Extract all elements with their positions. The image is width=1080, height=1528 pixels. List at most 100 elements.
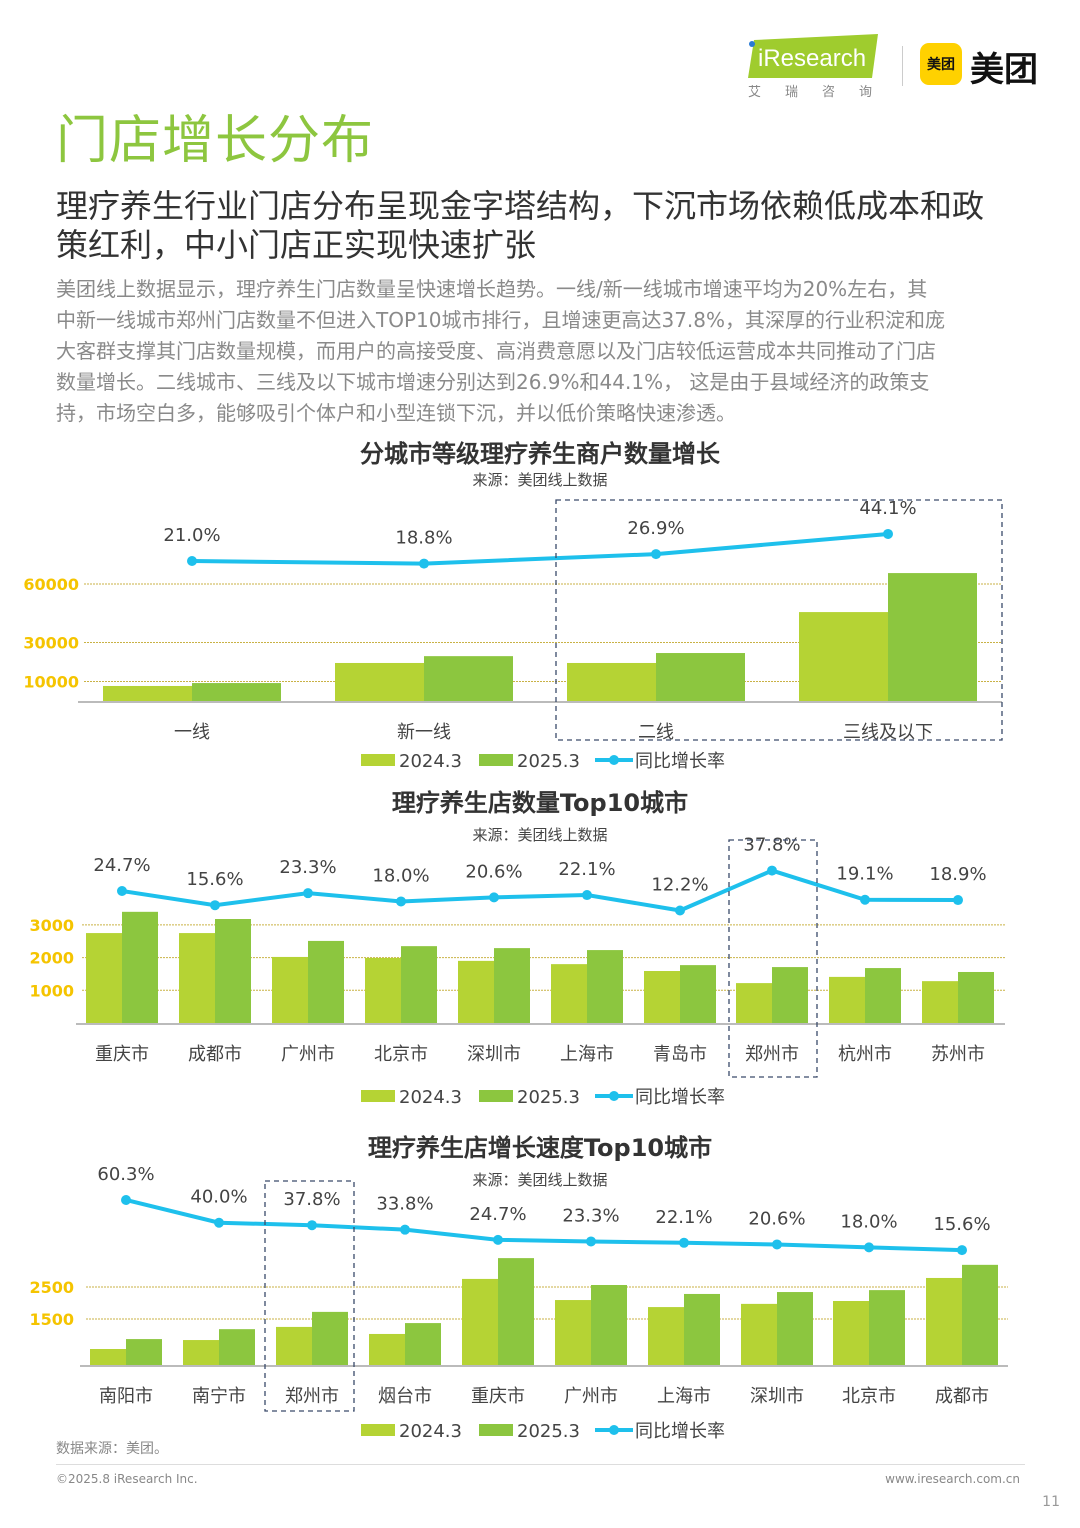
bar-2024.3-杭州市 xyxy=(829,976,865,1023)
website-link[interactable]: www.iresearch.com.cn xyxy=(885,1472,1020,1486)
y-tick-label: 1000 xyxy=(29,981,74,1000)
bar-2024.3-烟台市 xyxy=(369,1333,405,1365)
bar-2025.3-青岛市 xyxy=(680,965,716,1023)
legend-label-2025: 2025.3 xyxy=(517,1421,580,1442)
bar-2024.3-一线 xyxy=(103,685,192,701)
y-tick-label: 30000 xyxy=(23,634,79,653)
data-source-note: 数据来源：美团。 xyxy=(56,1441,168,1457)
bar-2025.3-三线及以下 xyxy=(888,573,977,701)
growth-rate-point xyxy=(303,888,313,899)
growth-rate-label: 22.1% xyxy=(655,1207,712,1228)
bar-2024.3-深圳市 xyxy=(458,960,494,1023)
body-line-5: 持，市场空白多，能够吸引个体户和小型连锁下沉，并以低价策略快速渗透。 xyxy=(56,401,736,425)
bar-2024.3-南阳市 xyxy=(90,1349,126,1365)
bar-2024.3-南宁市 xyxy=(183,1340,219,1365)
chart-source: 来源：美团线上数据 xyxy=(472,826,607,844)
chart-title: 理疗养生店增长速度Top10城市 xyxy=(368,1134,712,1162)
bar-2025.3-广州市 xyxy=(308,940,344,1023)
growth-rate-point xyxy=(396,896,406,907)
meituan-wordmark: 美团 xyxy=(970,50,1038,90)
x-tick-label: 新一线 xyxy=(397,722,451,743)
legend-point-growth xyxy=(609,1425,619,1435)
bar-2025.3-一线 xyxy=(192,683,281,701)
bar-2024.3-重庆市 xyxy=(86,933,122,1023)
growth-rate-label: 21.0% xyxy=(163,525,220,546)
growth-rate-label: 24.7% xyxy=(469,1204,526,1225)
legend-swatch-2024 xyxy=(361,1424,395,1436)
highlight-box xyxy=(555,499,1003,741)
body-line-1: 美团线上数据显示，理疗养生门店数量呈快速增长趋势。一线/新一线城市增速平均为20… xyxy=(56,277,928,301)
chart-source: 来源：美团线上数据 xyxy=(472,1171,607,1189)
growth-rate-label: 37.8% xyxy=(283,1189,340,1210)
bar-2025.3-北京市 xyxy=(401,946,437,1023)
legend-swatch-2025 xyxy=(479,1424,513,1436)
bar-2024.3-二线 xyxy=(567,662,656,701)
legend-label-2025: 2025.3 xyxy=(517,1087,580,1108)
bar-2025.3-广州市 xyxy=(591,1285,627,1365)
legend-label-growth: 同比增长率 xyxy=(635,1421,725,1442)
y-tick-label: 3000 xyxy=(29,916,74,935)
page-number: 11 xyxy=(1042,1494,1060,1510)
growth-rate-label: 20.6% xyxy=(465,861,522,882)
bar-2025.3-二线 xyxy=(656,653,745,701)
headline-line-2: 策红利，中小门店正实现快速扩张 xyxy=(56,226,537,264)
legend-label-2024: 2024.3 xyxy=(399,1087,462,1108)
body-line-2: 中新一线城市郑州门店数量不但进入TOP10城市排行，且增速更高达37.8%，其深… xyxy=(56,308,946,332)
bar-2025.3-成都市 xyxy=(215,919,251,1023)
growth-rate-point xyxy=(772,1239,782,1250)
growth-rate-line xyxy=(125,1198,963,1253)
bar-2024.3-北京市 xyxy=(365,957,401,1023)
x-tick-label: 成都市 xyxy=(188,1044,242,1065)
growth-rate-label: 18.8% xyxy=(395,528,452,549)
growth-rate-point xyxy=(307,1220,317,1231)
growth-rate-point xyxy=(187,556,197,566)
growth-rate-label: 24.7% xyxy=(93,855,150,876)
legend-swatch-2024 xyxy=(361,754,395,766)
bar-2024.3-成都市 xyxy=(926,1277,962,1365)
y-tick-label: 10000 xyxy=(23,673,79,692)
bar-2024.3-郑州市 xyxy=(736,983,772,1023)
x-tick-label: 重庆市 xyxy=(95,1044,149,1065)
growth-rate-point xyxy=(121,1195,131,1205)
bar-2024.3-郑州市 xyxy=(276,1326,312,1365)
growth-rate-label: 23.3% xyxy=(279,857,336,878)
growth-rate-point xyxy=(864,1242,874,1253)
bar-2024.3-广州市 xyxy=(555,1300,591,1365)
growth-rate-point xyxy=(957,1245,967,1256)
svg-text:iResearch: iResearch xyxy=(758,45,866,72)
x-tick-label: 深圳市 xyxy=(750,1386,804,1407)
growth-rate-point xyxy=(651,549,661,560)
x-tick-label: 上海市 xyxy=(560,1044,614,1065)
growth-rate-point xyxy=(883,528,893,539)
growth-rate-label: 20.6% xyxy=(748,1208,805,1229)
legend-point-growth xyxy=(609,755,619,765)
headline-line-1: 理疗养生行业门店分布呈现金字塔结构，下沉市场依赖低成本和政 xyxy=(56,187,985,225)
growth-rate-label: 23.3% xyxy=(562,1205,619,1226)
growth-rate-label: 12.2% xyxy=(651,875,708,896)
bar-2025.3-成都市 xyxy=(962,1264,998,1365)
legend-label-growth: 同比增长率 xyxy=(635,1087,725,1108)
x-tick-label: 成都市 xyxy=(935,1386,989,1407)
logo-divider xyxy=(902,46,903,86)
highlight-box xyxy=(728,839,818,1078)
bar-2024.3-成都市 xyxy=(179,933,215,1023)
bar-2025.3-新一线 xyxy=(424,656,513,701)
x-tick-label: 南宁市 xyxy=(192,1386,246,1407)
y-tick-label: 60000 xyxy=(23,575,79,594)
bar-2025.3-南宁市 xyxy=(219,1329,255,1365)
legend-swatch-2024 xyxy=(361,1090,395,1102)
iresearch-logo: iResearch xyxy=(748,34,878,78)
chart-source: 来源：美团线上数据 xyxy=(472,471,607,489)
x-tick-label: 郑州市 xyxy=(745,1044,799,1065)
bar-2024.3-上海市 xyxy=(648,1307,684,1365)
x-tick-label: 一线 xyxy=(174,722,210,743)
growth-rate-label: 33.8% xyxy=(376,1194,433,1215)
iresearch-chinese-name: 艾瑞咨询 xyxy=(748,85,897,100)
x-tick-label: 深圳市 xyxy=(467,1044,521,1065)
bar-2024.3-新一线 xyxy=(335,662,424,701)
growth-rate-line xyxy=(191,531,889,566)
growth-rate-point xyxy=(953,895,963,906)
legend-swatch-2025 xyxy=(479,1090,513,1102)
growth-rate-label: 60.3% xyxy=(97,1164,154,1185)
